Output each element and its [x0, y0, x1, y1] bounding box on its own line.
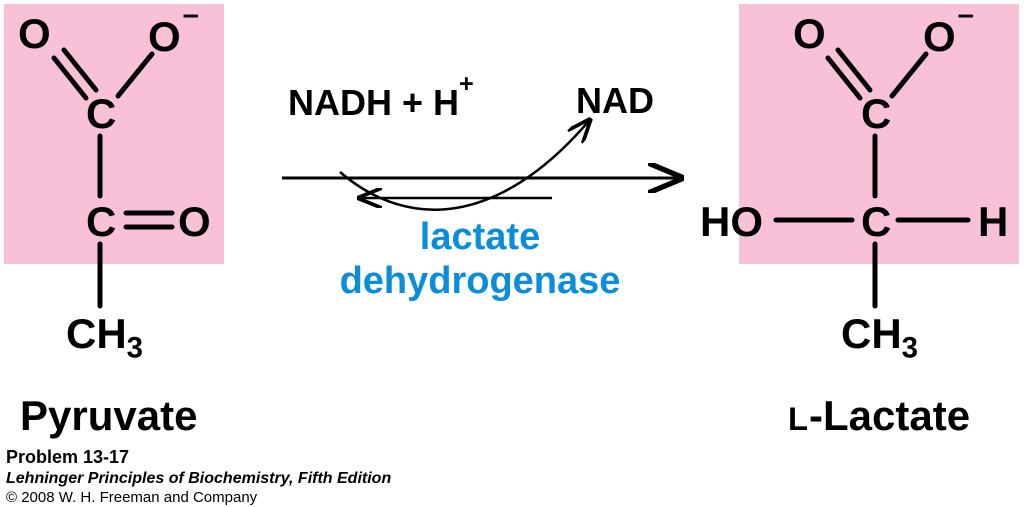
- pyruvate-C1: C: [86, 90, 116, 138]
- nadh-label: NADH + H+: [288, 80, 474, 124]
- lactate-C2: C: [861, 198, 891, 246]
- lactate-H: H: [978, 198, 1008, 246]
- pyruvate-O-double: O: [18, 10, 51, 58]
- reaction-arrows: [282, 122, 678, 210]
- lactate-C1: C: [861, 90, 891, 138]
- lactate-label: L-Lactate: [788, 392, 970, 440]
- book-title: Lehninger Principles of Biochemistry, Fi…: [6, 469, 391, 489]
- nad-label: NAD: [576, 80, 654, 122]
- pyruvate-O-neg: O–: [148, 10, 197, 61]
- pyruvate-C2: C: [86, 198, 116, 246]
- copyright: © 2008 W. H. Freeman and Company: [6, 489, 391, 507]
- pyruvate-CH3: CH3: [66, 310, 143, 365]
- lactate-O-neg: O–: [923, 10, 972, 61]
- problem-number: Problem 13-17: [6, 446, 391, 469]
- enzyme-label: lactate dehydrogenase: [300, 216, 660, 303]
- lactate-HO: HO: [700, 198, 763, 246]
- lactate-O-double: O: [793, 10, 826, 58]
- pyruvate-label: Pyruvate: [20, 392, 197, 440]
- credits: Problem 13-17 Lehninger Principles of Bi…: [6, 446, 391, 507]
- lactate-CH3: CH3: [841, 310, 918, 365]
- pyruvate-O-keto: O: [178, 198, 211, 246]
